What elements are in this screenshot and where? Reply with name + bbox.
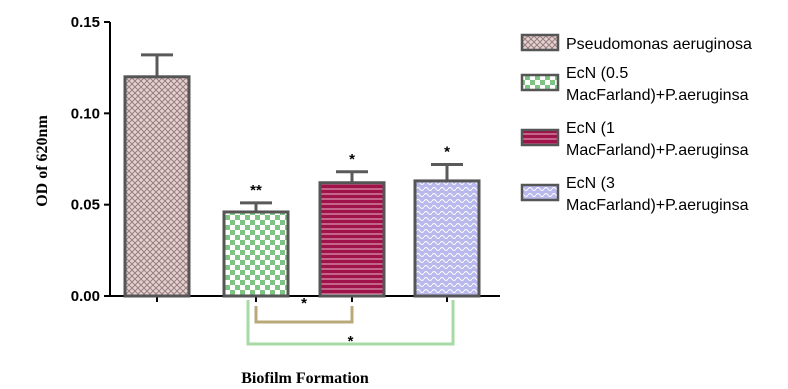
bar <box>123 75 191 298</box>
y-tick-label: 0.05 <box>71 197 100 214</box>
bar <box>222 210 290 298</box>
comparison-label: * <box>301 295 307 312</box>
y-tick-label: 0.15 <box>71 14 100 31</box>
significance-label: * <box>444 143 450 160</box>
bar <box>413 179 481 298</box>
legend-label: MacFarland)+P.aeruginsa <box>566 87 749 104</box>
comparison-label: * <box>348 333 354 350</box>
y-tick-label: 0.10 <box>71 105 100 122</box>
significance-label: * <box>349 151 355 168</box>
comparison-bracket <box>246 300 455 346</box>
comparison-bracket <box>254 306 354 324</box>
legend-swatch <box>520 183 560 202</box>
y-axis-title: OD of 620nm <box>34 115 51 207</box>
legend-label: EcN (1 <box>566 120 615 137</box>
legend-label: MacFarland)+P.aeruginsa <box>566 197 749 214</box>
legend-swatch <box>520 73 560 92</box>
y-tick-label: 0.00 <box>71 288 100 305</box>
significance-label: ** <box>250 182 262 199</box>
x-axis-title: Biofilm Formation <box>241 370 369 387</box>
legend-label: EcN (3 <box>566 175 615 192</box>
legend-swatch <box>520 128 560 147</box>
legend-swatch <box>520 33 560 52</box>
legend-label: MacFarland)+P.aeruginsa <box>566 142 749 159</box>
legend-label: Pseudomonas aeruginosa <box>566 36 752 53</box>
bar <box>318 181 386 298</box>
legend-label: EcN (0.5 <box>566 65 628 82</box>
